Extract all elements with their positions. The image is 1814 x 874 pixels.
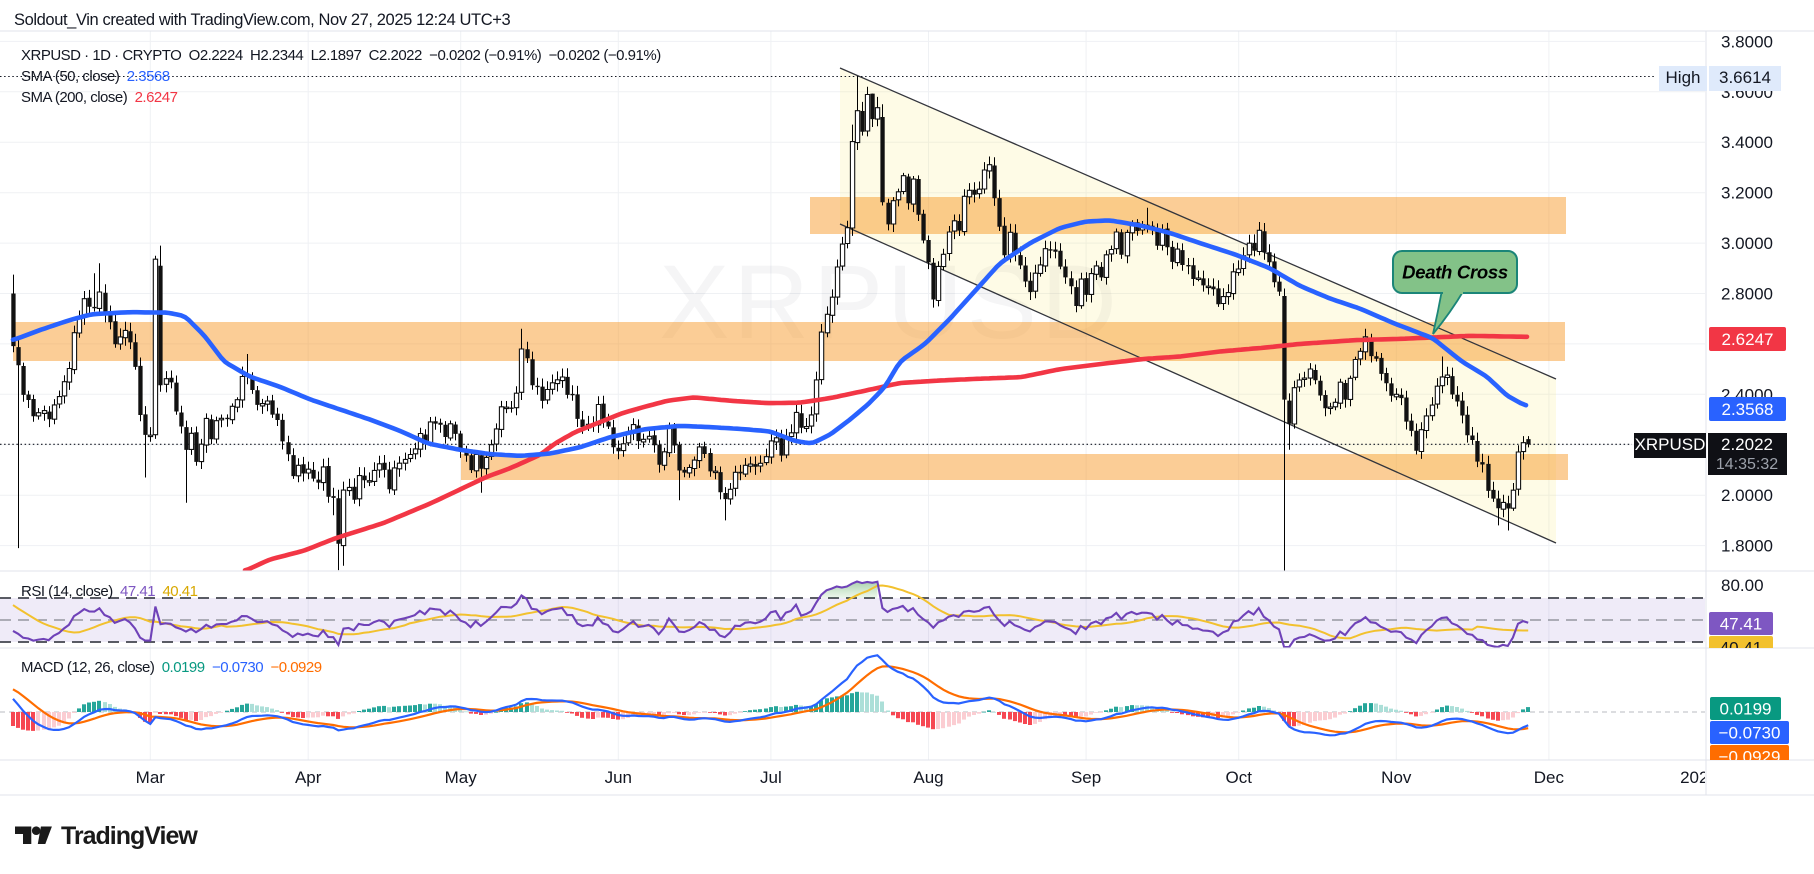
svg-text:3.0000: 3.0000 bbox=[1721, 234, 1773, 253]
svg-text:Death Cross: Death Cross bbox=[1402, 262, 1508, 283]
svg-text:RSI (14, close) 47.41 40.41: RSI (14, close) 47.41 40.41 bbox=[21, 583, 198, 600]
svg-text:Apr: Apr bbox=[295, 768, 322, 787]
svg-text:XRPUSD: XRPUSD bbox=[1635, 435, 1706, 454]
svg-text:Nov: Nov bbox=[1381, 768, 1412, 787]
svg-text:47.41: 47.41 bbox=[1720, 615, 1763, 634]
svg-text:XRPUSD · 1D · CRYPTO O2.2224: XRPUSD · 1D · CRYPTO O2.2224 H2.2344 L2.… bbox=[21, 47, 661, 64]
svg-text:Aug: Aug bbox=[913, 768, 943, 787]
svg-text:Sep: Sep bbox=[1071, 768, 1101, 787]
svg-text:Mar: Mar bbox=[136, 768, 166, 787]
svg-text:3.8000: 3.8000 bbox=[1721, 32, 1773, 51]
svg-text:May: May bbox=[445, 768, 478, 787]
svg-text:2.2022: 2.2022 bbox=[1721, 435, 1773, 454]
svg-text:0.0199: 0.0199 bbox=[1720, 700, 1772, 719]
svg-text:80.00: 80.00 bbox=[1721, 576, 1764, 595]
svg-text:Jun: Jun bbox=[605, 768, 632, 787]
svg-text:2026: 2026 bbox=[1680, 768, 1718, 787]
svg-text:TradingView: TradingView bbox=[61, 822, 198, 850]
svg-text:2.0000: 2.0000 bbox=[1721, 486, 1773, 505]
svg-text:3.4000: 3.4000 bbox=[1721, 133, 1773, 152]
svg-text:Jul: Jul bbox=[760, 768, 782, 787]
svg-text:2.6247: 2.6247 bbox=[1722, 330, 1774, 349]
svg-text:Soldout_Vin created with Tradi: Soldout_Vin created with TradingView.com… bbox=[14, 11, 510, 29]
svg-text:Dec: Dec bbox=[1534, 768, 1565, 787]
svg-text:Oct: Oct bbox=[1225, 768, 1252, 787]
svg-text:SMA (200, close) 2.6247: SMA (200, close) 2.6247 bbox=[21, 89, 178, 106]
svg-text:High: High bbox=[1666, 68, 1701, 87]
svg-text:2.3568: 2.3568 bbox=[1722, 400, 1774, 419]
svg-text:3.2000: 3.2000 bbox=[1721, 184, 1773, 203]
svg-text:−0.0730: −0.0730 bbox=[1719, 724, 1781, 743]
svg-text:1.8000: 1.8000 bbox=[1721, 537, 1773, 556]
svg-text:−0.0929: −0.0929 bbox=[1719, 748, 1781, 767]
svg-text:3.6614: 3.6614 bbox=[1719, 68, 1771, 87]
svg-text:40.41: 40.41 bbox=[1720, 639, 1763, 658]
svg-text:SMA (50, close) 2.3568: SMA (50, close) 2.3568 bbox=[21, 68, 170, 85]
svg-text:MACD (12, 26, close) 0.0199: MACD (12, 26, close) 0.0199 −0.0730 −0.0… bbox=[21, 659, 322, 676]
svg-text:2.8000: 2.8000 bbox=[1721, 285, 1773, 304]
svg-text:14:35:32: 14:35:32 bbox=[1716, 456, 1778, 473]
